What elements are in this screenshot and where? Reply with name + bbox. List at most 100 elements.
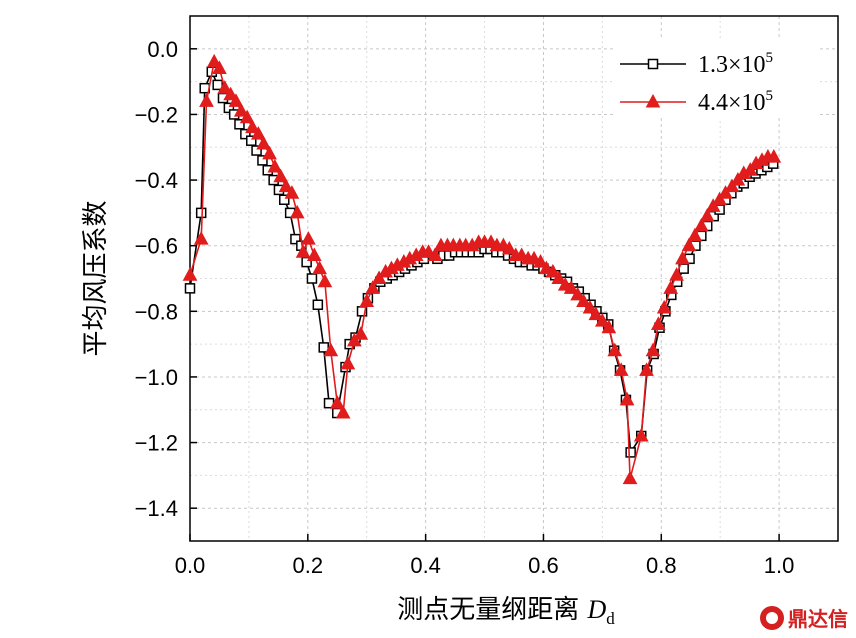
x-axis-title-subscript: d	[606, 609, 615, 628]
data-point	[290, 233, 301, 245]
data-point	[353, 326, 369, 340]
data-point	[240, 128, 251, 140]
data-point	[551, 270, 567, 284]
y-tick-label: −0.6	[135, 234, 178, 259]
data-point	[359, 293, 375, 307]
y-tick-label: −0.4	[135, 168, 178, 193]
watermark: 鼎达信	[760, 603, 848, 632]
data-point	[279, 194, 290, 205]
data-point	[699, 208, 715, 222]
data-point	[257, 155, 268, 166]
data-point	[223, 102, 235, 114]
watermark-text: 鼎达信	[788, 607, 848, 631]
data-point	[347, 332, 362, 347]
data-point	[306, 247, 322, 262]
data-point	[730, 172, 746, 186]
data-point	[217, 80, 233, 94]
data-point	[301, 231, 316, 245]
data-point	[212, 60, 227, 74]
legend-label-base: 1.3×10	[698, 52, 766, 78]
data-point	[501, 240, 517, 255]
data-point	[545, 263, 561, 278]
x-axis-title-text: 测点无量纲距离	[397, 595, 587, 625]
data-point	[645, 342, 661, 357]
data-point	[329, 395, 345, 409]
x-tick-label: 0.0	[175, 553, 206, 578]
data-point	[184, 283, 196, 294]
data-point	[228, 93, 244, 107]
data-point	[317, 273, 333, 288]
data-point	[193, 231, 209, 245]
data-point	[687, 227, 703, 242]
data-point	[245, 119, 260, 134]
y-tick-label: −1.2	[135, 431, 178, 456]
data-point	[601, 319, 617, 334]
data-point	[613, 362, 629, 376]
tick-labels: 0.0 −0.2 −0.4 −0.6 −0.8 −1.0 −1.2 −1.4 0.0 0.2 0.4…	[135, 37, 795, 578]
series-2	[182, 53, 782, 485]
logo-icon	[760, 605, 784, 630]
data-point	[365, 280, 380, 294]
data-point	[595, 313, 610, 327]
data-point	[267, 158, 283, 173]
data-point	[199, 93, 214, 107]
data-point	[712, 191, 727, 206]
x-axis-title-symbol: D	[586, 595, 606, 624]
legend-label-exponent: 5	[766, 88, 774, 104]
legend-label-exponent: 5	[766, 50, 774, 66]
data-point	[576, 293, 591, 307]
data-point	[371, 270, 387, 284]
legend-label-base: 4.4×10	[698, 90, 766, 116]
data-point	[669, 267, 684, 281]
y-tick-label: −1.0	[135, 365, 178, 390]
data-point	[251, 145, 262, 156]
data-point	[639, 362, 654, 376]
data-point	[650, 316, 666, 330]
data-point	[427, 247, 443, 262]
data-point	[335, 404, 351, 419]
data-point	[656, 299, 672, 314]
y-tick-label: −0.2	[135, 102, 178, 127]
series-group	[182, 53, 782, 485]
y-axis-title: 平均风压系数	[81, 200, 111, 356]
series-1	[184, 66, 779, 458]
data-point	[262, 145, 277, 160]
data-point	[340, 355, 356, 370]
x-tick-label: 1.0	[764, 553, 795, 578]
data-point	[284, 185, 300, 199]
data-point	[246, 135, 257, 146]
data-point	[742, 162, 758, 176]
legend-marker	[647, 58, 659, 70]
data-point	[312, 260, 327, 275]
x-tick-label: 0.8	[646, 553, 677, 578]
data-point	[289, 204, 305, 219]
x-tick-label: 0.6	[528, 553, 559, 578]
data-point	[278, 178, 294, 193]
data-point	[563, 280, 579, 294]
data-point	[588, 306, 604, 321]
data-point	[766, 149, 782, 163]
x-tick-label: 0.2	[293, 553, 324, 578]
data-point	[582, 299, 598, 314]
data-point	[533, 254, 548, 268]
data-point	[206, 53, 222, 68]
data-point	[681, 237, 697, 252]
legend-label: 1.3×105	[698, 50, 773, 78]
x-tick-label: 0.4	[410, 553, 441, 578]
data-point	[622, 470, 638, 485]
data-point	[693, 217, 709, 232]
data-point	[250, 126, 266, 140]
data-point	[718, 185, 733, 199]
data-point	[312, 299, 324, 310]
data-point	[223, 86, 238, 101]
data-point	[234, 119, 245, 130]
data-point	[570, 286, 585, 301]
data-point	[256, 135, 271, 150]
y-tick-label: −0.8	[135, 299, 178, 324]
data-point	[625, 447, 636, 458]
legend-marker	[645, 93, 661, 108]
data-point	[233, 103, 249, 117]
data-point	[619, 391, 635, 406]
